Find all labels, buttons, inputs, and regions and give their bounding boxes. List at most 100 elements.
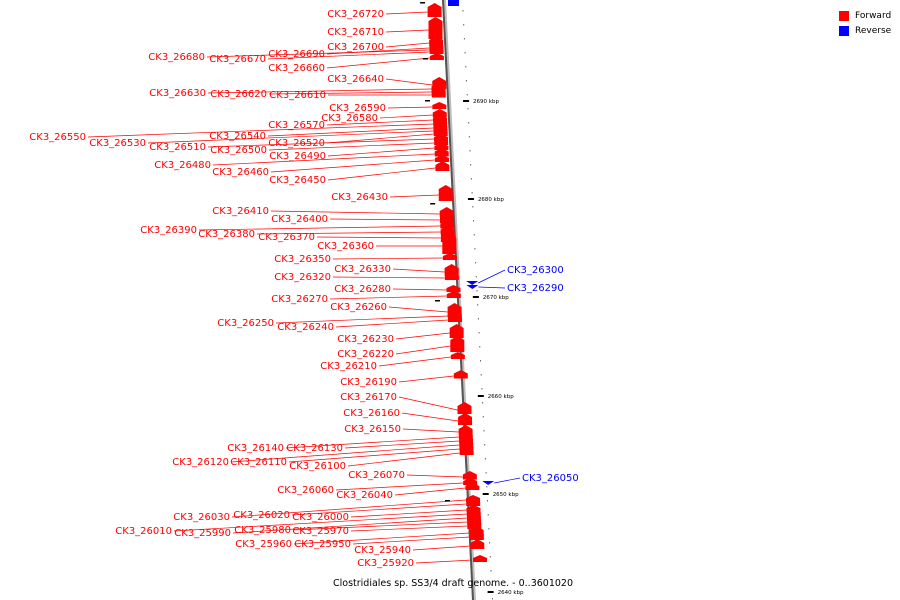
gene-feature-forward <box>429 53 444 60</box>
gene-label: CK3_26210 <box>320 361 377 372</box>
gene-label: CK3_26720 <box>327 9 384 20</box>
gene-label: CK3_26320 <box>274 272 331 283</box>
feature-tick <box>422 58 428 60</box>
gene-feature-forward <box>434 138 449 145</box>
gene-feature-forward <box>470 539 485 549</box>
minor-tick <box>463 38 465 40</box>
gene-feature-forward <box>466 505 481 512</box>
gene-leader-line <box>392 268 445 273</box>
minor-tick <box>468 122 470 124</box>
minor-tick <box>489 556 491 558</box>
gene-feature-forward <box>433 115 447 122</box>
gene-feature-reverse <box>448 0 459 6</box>
gene-label: CK3_26390 <box>140 225 197 236</box>
gene-leader-line <box>230 444 460 463</box>
gene-label: CK3_26370 <box>258 232 315 243</box>
minor-tick <box>479 346 481 348</box>
minor-tick <box>469 150 471 152</box>
gene-label: CK3_26640 <box>327 74 384 85</box>
gene-leader-line <box>147 130 434 144</box>
gene-leader-line <box>268 142 435 151</box>
minor-tick <box>483 430 485 432</box>
gene-label: CK3_26510 <box>149 142 206 153</box>
gene-leader-line <box>268 91 432 95</box>
gene-leader-line <box>389 194 439 198</box>
gene-leader-line <box>207 88 432 94</box>
minor-tick <box>481 388 483 390</box>
gene-leader-line <box>387 106 433 109</box>
gene-feature-forward <box>459 444 474 451</box>
gene-label: CK3_26620 <box>210 89 267 100</box>
gene-leader-line <box>212 153 435 166</box>
gene-leader-line <box>275 315 448 324</box>
gene-label: CK3_26530 <box>89 138 146 149</box>
gene-label: CK3_26280 <box>334 284 391 295</box>
gene-leader-line <box>402 428 459 433</box>
gene-feature-forward <box>440 213 454 223</box>
scale-tick-mark <box>472 296 479 298</box>
gene-feature-forward <box>457 402 472 414</box>
gene-feature-forward <box>447 311 462 318</box>
gene-labels: CK3_26720CK3_26710CK3_26700CK3_26690CK3_… <box>29 9 578 569</box>
gene-feature-forward <box>435 161 450 171</box>
gene-leader-line <box>206 49 430 58</box>
gene-leader-line <box>232 517 467 534</box>
minor-tick <box>482 416 484 418</box>
legend-reverse-label: Reverse <box>855 25 892 36</box>
gene-leader-line <box>398 396 458 411</box>
gene-leader-line <box>401 412 459 422</box>
gene-leader-line <box>267 51 430 60</box>
minor-tick <box>473 220 474 222</box>
gene-leader-line <box>412 545 471 551</box>
gene-label: CK3_26700 <box>327 42 384 53</box>
gene-leader-line <box>316 236 441 239</box>
gene-feature-forward <box>427 3 442 17</box>
gene-feature-forward <box>444 264 459 276</box>
gene-feature-reverse <box>482 481 495 485</box>
gene-leader-line <box>267 127 434 137</box>
minor-tick <box>473 234 475 236</box>
gene-feature-forward <box>434 143 449 150</box>
minor-tick <box>470 178 472 180</box>
gene-leader-line <box>395 332 450 340</box>
scale-tick-label: 2650 kbp <box>493 492 519 498</box>
minor-tick <box>489 542 491 544</box>
gene-feature-forward <box>438 185 453 201</box>
gene-label: CK3_26590 <box>329 103 386 114</box>
gene-label: CK3_26500 <box>210 145 267 156</box>
gene-feature-forward <box>446 285 461 292</box>
gene-label: CK3_26030 <box>173 512 230 523</box>
minor-tick <box>484 458 486 460</box>
gene-label: CK3_25960 <box>235 539 292 550</box>
gene-leader-line <box>392 288 447 291</box>
gene-feature-forward <box>434 148 449 157</box>
minor-tick <box>487 514 489 516</box>
genome-caption: Clostridiales sp. SS3/4 draft genome. - … <box>333 578 574 589</box>
feature-tick <box>425 100 430 102</box>
gene-label: CK3_26330 <box>334 264 391 275</box>
gene-leader-line <box>478 286 506 289</box>
gene-leader-line <box>270 210 440 215</box>
minor-tick <box>464 52 466 54</box>
reverse-swatch <box>839 25 849 36</box>
gene-feature-forward <box>446 291 461 298</box>
gene-label: CK3_26550 <box>29 132 86 143</box>
minor-tick <box>472 206 474 208</box>
gene-leader-line <box>394 487 466 496</box>
scale-tick-mark <box>482 493 489 495</box>
gene-leader-line <box>326 119 434 126</box>
gene-leader-line <box>335 319 449 328</box>
gene-label: CK3_26290 <box>507 283 564 294</box>
gene-feature-forward <box>458 432 473 439</box>
gene-leader-line <box>378 356 451 367</box>
gene-leader-line <box>285 436 459 449</box>
minor-tick <box>467 108 469 110</box>
gene-label: CK3_26630 <box>149 88 206 99</box>
gene-features <box>427 0 495 562</box>
gene-feature-forward <box>465 483 480 490</box>
gene-label: CK3_25950 <box>294 539 351 550</box>
gene-label: CK3_26250 <box>217 318 274 329</box>
feature-tick <box>430 203 436 205</box>
gene-label: CK3_26400 <box>271 214 328 225</box>
gene-leader-line <box>415 559 474 564</box>
